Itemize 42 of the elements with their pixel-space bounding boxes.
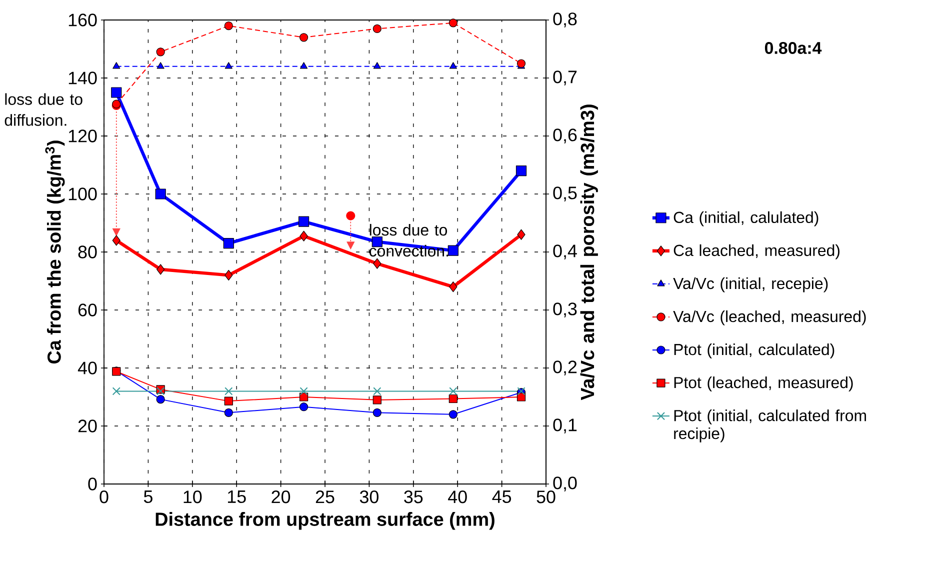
y2-tick-label: 0,3 bbox=[553, 302, 577, 318]
legend-label: Ptot (leached, measured) bbox=[674, 376, 853, 392]
legend-label: Va/Vc (leached, measured) bbox=[673, 310, 866, 326]
x-tick-label: 25 bbox=[316, 490, 334, 504]
y-tick-label: 100 bbox=[68, 188, 97, 200]
y2-tick-label: 0,4 bbox=[553, 244, 577, 260]
legend-label: Ptot (initial, calculated) bbox=[674, 343, 834, 358]
x-axis-title: Distance from upstream surface (mm) bbox=[156, 512, 494, 530]
annotation: loss due to convection. bbox=[370, 224, 448, 257]
x-tick-label: 50 bbox=[536, 490, 556, 504]
x-tick-label: 35 bbox=[404, 490, 423, 504]
y2-tick-label: 0,6 bbox=[553, 128, 577, 144]
legend-label: Ca (initial, calulated) bbox=[674, 211, 818, 226]
legend-label: Ca leached, measured) bbox=[674, 244, 840, 260]
x-tick-label: 10 bbox=[184, 490, 202, 504]
y2-tick-label: 0,7 bbox=[553, 70, 577, 86]
y-tick-label: 160 bbox=[68, 14, 97, 26]
x-tick-label: 15 bbox=[228, 490, 246, 504]
x-tick-label: 5 bbox=[144, 490, 152, 504]
x-tick-label: 30 bbox=[360, 490, 378, 504]
y-tick-label: 20 bbox=[78, 420, 97, 432]
y-axis-title: Ca from the solid (kg/m$^{3}$) bbox=[45, 140, 65, 364]
x-tick-label: 45 bbox=[492, 490, 512, 504]
y2-tick-label: 0,1 bbox=[553, 418, 577, 434]
y2-tick-label: 0,0 bbox=[553, 476, 577, 492]
y-tick-label: 60 bbox=[78, 304, 97, 316]
legend-label: Va/Vc (initial, recepie) bbox=[673, 277, 828, 292]
text: 0.80a:4 bbox=[764, 42, 822, 54]
y2-tick-label: 0,8 bbox=[553, 12, 577, 28]
y-tick-label: 120 bbox=[68, 130, 97, 142]
y-tick-label: 80 bbox=[78, 246, 97, 258]
y2-tick-label: 0,5 bbox=[553, 186, 577, 202]
x-tick-label: 20 bbox=[272, 490, 290, 504]
y-tick-label: 140 bbox=[68, 72, 97, 84]
annotation: loss due to diffusion. bbox=[4, 93, 82, 126]
y2-axis-title: Va/Vc and total porosity (m3/m3) bbox=[580, 104, 598, 400]
legend-label: Ptot (initial, calculated from recipie) bbox=[674, 410, 866, 442]
y2-tick-label: 0,2 bbox=[553, 360, 577, 376]
y-tick-label: 40 bbox=[78, 362, 97, 374]
x-tick-label: 40 bbox=[448, 490, 467, 504]
y-tick-label: 0 bbox=[88, 478, 97, 490]
x-tick-label: 0 bbox=[100, 490, 108, 504]
